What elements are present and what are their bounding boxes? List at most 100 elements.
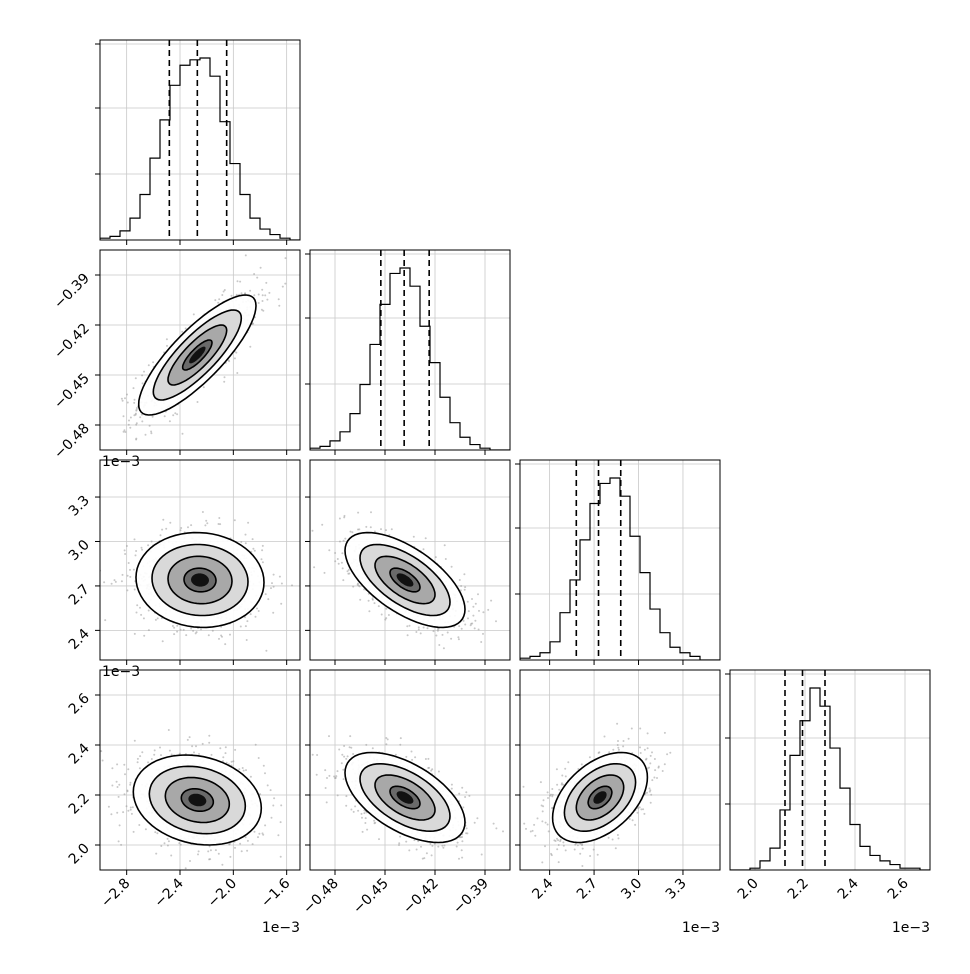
- sample-point: [650, 755, 652, 757]
- sample-point: [435, 556, 437, 558]
- panel-content: [296, 735, 504, 874]
- sample-point: [224, 289, 226, 291]
- sample-point: [231, 761, 233, 763]
- sample-point: [182, 433, 184, 435]
- sample-point: [324, 769, 326, 771]
- sample-point: [122, 400, 124, 402]
- sample-point: [441, 845, 443, 847]
- sample-point: [214, 299, 216, 301]
- sample-point: [357, 512, 359, 514]
- sample-point: [218, 517, 220, 519]
- sample-point: [256, 277, 258, 279]
- sample-point: [272, 612, 274, 614]
- sample-point: [462, 806, 464, 808]
- sample-point: [265, 650, 267, 652]
- sample-point: [280, 804, 282, 806]
- sample-point: [464, 589, 466, 591]
- sample-point: [423, 857, 425, 859]
- sample-point: [649, 791, 651, 793]
- sample-point: [443, 647, 445, 649]
- sample-point: [180, 629, 182, 631]
- sample-point: [423, 627, 425, 629]
- sample-point: [215, 849, 217, 851]
- sample-point: [121, 398, 123, 400]
- sample-point: [343, 778, 345, 780]
- sample-point: [370, 526, 372, 528]
- sample-point: [142, 382, 144, 384]
- sample-point: [123, 431, 125, 433]
- sample-point: [423, 548, 425, 550]
- sample-point: [108, 806, 110, 808]
- sample-point: [135, 413, 137, 415]
- sample-point: [193, 313, 195, 315]
- sample-point: [342, 567, 344, 569]
- sample-point: [372, 598, 374, 600]
- sample-point: [111, 785, 113, 787]
- sample-point: [238, 768, 240, 770]
- sample-point: [167, 838, 169, 840]
- sample-point: [212, 630, 214, 632]
- sample-point: [399, 836, 401, 838]
- sample-point: [343, 540, 345, 542]
- sample-point: [265, 282, 267, 284]
- sample-point: [474, 620, 476, 622]
- sample-point: [221, 294, 223, 296]
- sample-point: [617, 747, 619, 749]
- sample-point: [245, 542, 247, 544]
- sample-point: [273, 586, 275, 588]
- sample-point: [388, 614, 390, 616]
- sample-point: [139, 607, 141, 609]
- sample-point: [270, 587, 272, 589]
- sample-point: [316, 754, 318, 756]
- sample-point: [262, 300, 264, 302]
- sample-point: [407, 634, 409, 636]
- sample-point: [198, 850, 200, 852]
- sample-point: [495, 827, 497, 829]
- sample-point: [362, 831, 364, 833]
- sample-point: [169, 420, 171, 422]
- sample-point: [430, 770, 432, 772]
- sample-point: [169, 750, 171, 752]
- sample-point: [451, 784, 453, 786]
- sample-point: [368, 600, 370, 602]
- sample-point: [176, 631, 178, 633]
- sample-point: [444, 845, 446, 847]
- sample-point: [261, 549, 263, 551]
- sample-point: [170, 855, 172, 857]
- sample-point: [104, 619, 106, 621]
- sample-point: [249, 881, 251, 883]
- sample-point: [281, 583, 283, 585]
- sample-point: [127, 790, 129, 792]
- sample-point: [313, 566, 315, 568]
- sample-point: [262, 545, 264, 547]
- sample-point: [247, 840, 249, 842]
- sample-point: [110, 813, 112, 815]
- sample-point: [236, 372, 238, 374]
- sample-point: [358, 528, 360, 530]
- sample-point: [451, 788, 453, 790]
- sample-point: [229, 634, 231, 636]
- sample-point: [179, 753, 181, 755]
- sample-point: [325, 787, 327, 789]
- sample-point: [155, 853, 157, 855]
- sample-point: [342, 579, 344, 581]
- sample-point: [357, 810, 359, 812]
- sample-point: [349, 735, 351, 737]
- sample-point: [141, 549, 143, 551]
- sample-point: [364, 822, 366, 824]
- sample-point: [277, 834, 279, 836]
- sample-point: [405, 756, 407, 758]
- sample-point: [176, 625, 178, 627]
- sample-point: [438, 771, 440, 773]
- sample-point: [168, 840, 170, 842]
- sample-point: [121, 580, 123, 582]
- sample-point: [135, 377, 137, 379]
- sample-point: [361, 813, 363, 815]
- sample-point: [247, 522, 249, 524]
- sample-point: [416, 849, 418, 851]
- sample-point: [189, 736, 191, 738]
- sample-point: [385, 608, 387, 610]
- sample-point: [118, 840, 120, 842]
- sample-point: [400, 737, 402, 739]
- sample-point: [502, 830, 504, 832]
